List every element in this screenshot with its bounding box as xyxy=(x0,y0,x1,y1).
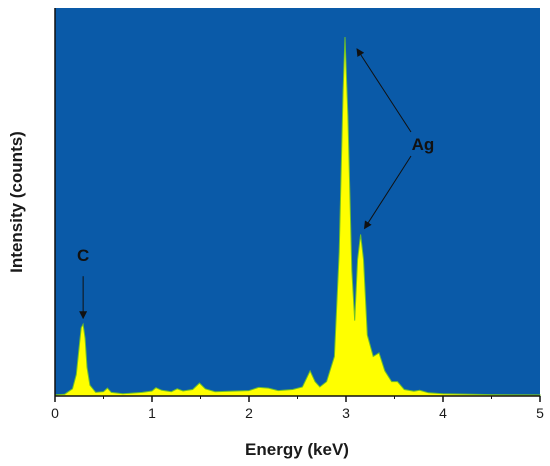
peak-annotations: C Ag xyxy=(77,48,435,320)
y-axis-label: Intensity (counts) xyxy=(7,131,26,273)
x-tick-label: 1 xyxy=(148,405,156,421)
silver-peak-label: Ag xyxy=(412,135,435,154)
carbon-peak-label: C xyxy=(77,246,89,265)
x-tick-label: 4 xyxy=(439,405,447,421)
silver-peak-arrow xyxy=(356,48,412,133)
x-tick-label: 0 xyxy=(51,405,59,421)
x-ticks: 0 1 2 3 4 5 xyxy=(51,396,544,421)
spectrum-area xyxy=(54,36,541,397)
silver-peak-arrow xyxy=(364,155,412,230)
plot-area xyxy=(55,8,540,396)
x-tick-label: 2 xyxy=(245,405,253,421)
x-axis-label: Energy (keV) xyxy=(245,440,349,459)
x-tick-label: 5 xyxy=(536,405,544,421)
x-tick-label: 3 xyxy=(342,405,350,421)
